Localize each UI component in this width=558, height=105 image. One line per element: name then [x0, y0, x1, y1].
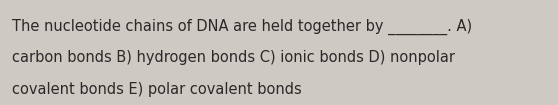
Text: carbon bonds B) hydrogen bonds C) ionic bonds D) nonpolar: carbon bonds B) hydrogen bonds C) ionic …: [12, 50, 455, 65]
Text: covalent bonds E) polar covalent bonds: covalent bonds E) polar covalent bonds: [12, 82, 302, 97]
Text: The nucleotide chains of DNA are held together by ________. A): The nucleotide chains of DNA are held to…: [12, 19, 473, 35]
